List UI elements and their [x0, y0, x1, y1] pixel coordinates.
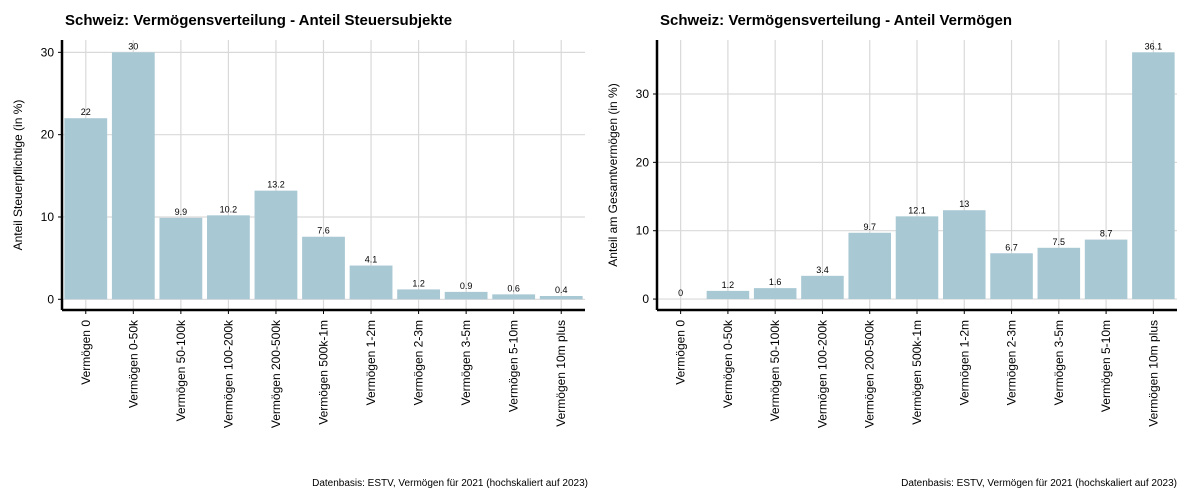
x-tick-label: Vermögen 10m plus — [554, 320, 568, 427]
value-label: 0 — [678, 288, 683, 298]
bar — [444, 291, 488, 300]
chart-title: Schweiz: Vermögensverteilung - Anteil St… — [65, 12, 452, 29]
x-tick-label: Vermögen 50-100k — [768, 319, 782, 421]
bar — [801, 275, 844, 300]
y-tick-label: 30 — [41, 45, 55, 59]
y-tick-label: 0 — [47, 292, 54, 306]
value-label: 6.7 — [1005, 242, 1018, 252]
bar — [207, 215, 250, 300]
bar — [706, 290, 750, 300]
x-tick-label: Vermögen 1-2m — [364, 320, 378, 405]
value-label: 3.4 — [816, 265, 829, 275]
x-tick-label: Vermögen 100-200k — [815, 319, 829, 428]
bar — [349, 265, 393, 300]
bar — [848, 232, 891, 300]
x-tick-label: Vermögen 5-10m — [507, 320, 521, 412]
bar — [492, 294, 536, 300]
x-tick-label: Vermögen 1-2m — [957, 320, 971, 405]
value-label: 7.6 — [317, 226, 330, 236]
chart-title: Schweiz: Vermögensverteilung - Anteil Ve… — [660, 12, 1012, 29]
x-tick-label: Vermögen 5-10m — [1099, 320, 1113, 412]
x-tick-label: Vermögen 500k-1m — [317, 320, 331, 425]
bar — [64, 118, 108, 300]
bar — [1037, 247, 1081, 300]
value-label: 12.1 — [908, 205, 926, 215]
x-tick-label: Vermögen 0-50k — [126, 319, 140, 408]
bar — [895, 216, 939, 300]
x-tick-label: Vermögen 0-50k — [721, 319, 735, 408]
bar — [990, 253, 1033, 300]
bar — [397, 289, 440, 300]
x-tick-label: Vermögen 0 — [79, 320, 93, 385]
y-tick-label: 10 — [41, 210, 55, 224]
value-label: 7.5 — [1053, 237, 1066, 247]
y-tick-label: 10 — [636, 224, 650, 238]
x-tick-label: Vermögen 500k-1m — [910, 320, 924, 425]
x-tick-label: Vermögen 100-200k — [221, 319, 235, 428]
x-tick-label: Vermögen 10m plus — [1146, 320, 1160, 427]
y-axis-label: Anteil Steuerpflichtige (in %) — [11, 100, 25, 251]
value-label: 9.7 — [863, 222, 876, 232]
bar — [302, 236, 345, 300]
y-tick-label: 20 — [41, 128, 55, 142]
value-label: 0.6 — [507, 283, 520, 293]
caption: Datenbasis: ESTV, Vermögen für 2021 (hoc… — [901, 478, 1177, 489]
y-axis-label: Anteil am Gesamtvermögen (in %) — [606, 83, 620, 266]
value-label: 36.1 — [1145, 41, 1163, 51]
value-label: 9.9 — [175, 207, 188, 217]
value-label: 1.2 — [412, 278, 425, 288]
value-label: 4.1 — [365, 255, 378, 265]
value-label: 1.6 — [769, 277, 782, 287]
x-tick-label: Vermögen 50-100k — [174, 319, 188, 421]
bar — [539, 296, 583, 300]
value-label: 13 — [959, 199, 969, 209]
value-label: 22 — [81, 107, 91, 117]
bar — [1132, 52, 1175, 300]
value-label: 10.2 — [220, 204, 238, 214]
x-tick-label: Vermögen 200-500k — [269, 319, 283, 428]
y-tick-label: 0 — [642, 292, 649, 306]
bar — [111, 52, 155, 300]
x-tick-label: Vermögen 3-5m — [1052, 320, 1066, 405]
x-tick-label: Vermögen 200-500k — [863, 319, 877, 428]
y-tick-label: 30 — [636, 87, 650, 101]
bar — [159, 217, 203, 300]
value-label: 8.7 — [1100, 229, 1113, 239]
value-label: 0.9 — [460, 281, 473, 291]
bar — [943, 210, 986, 300]
x-tick-label: Vermögen 3-5m — [459, 320, 473, 405]
bar — [1084, 239, 1128, 300]
value-label: 13.2 — [267, 180, 285, 190]
x-tick-label: Vermögen 2-3m — [1005, 320, 1019, 405]
caption: Datenbasis: ESTV, Vermögen für 2021 (hoc… — [312, 478, 588, 489]
bar — [753, 288, 797, 300]
bar — [254, 190, 298, 300]
y-tick-label: 20 — [636, 155, 650, 169]
value-label: 30 — [128, 41, 138, 51]
x-tick-label: Vermögen 0 — [674, 320, 688, 385]
value-label: 1.2 — [722, 280, 735, 290]
x-tick-label: Vermögen 2-3m — [412, 320, 426, 405]
value-label: 0.4 — [555, 285, 568, 295]
